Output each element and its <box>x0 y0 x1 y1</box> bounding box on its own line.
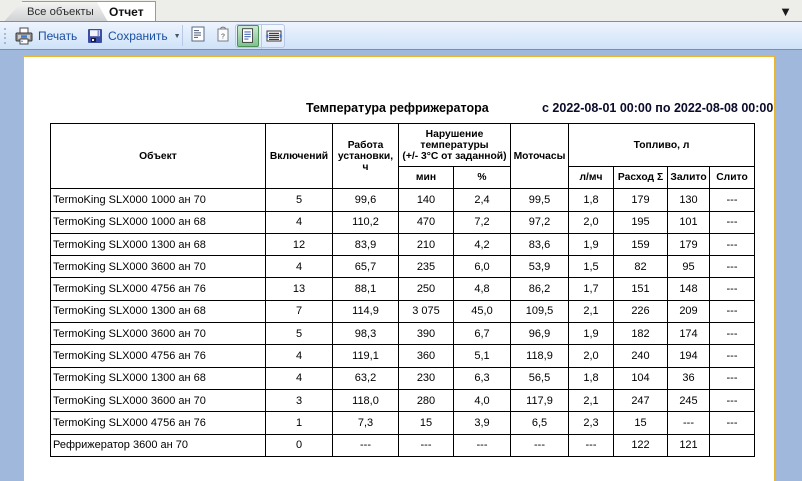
svg-text:?: ? <box>221 34 225 41</box>
